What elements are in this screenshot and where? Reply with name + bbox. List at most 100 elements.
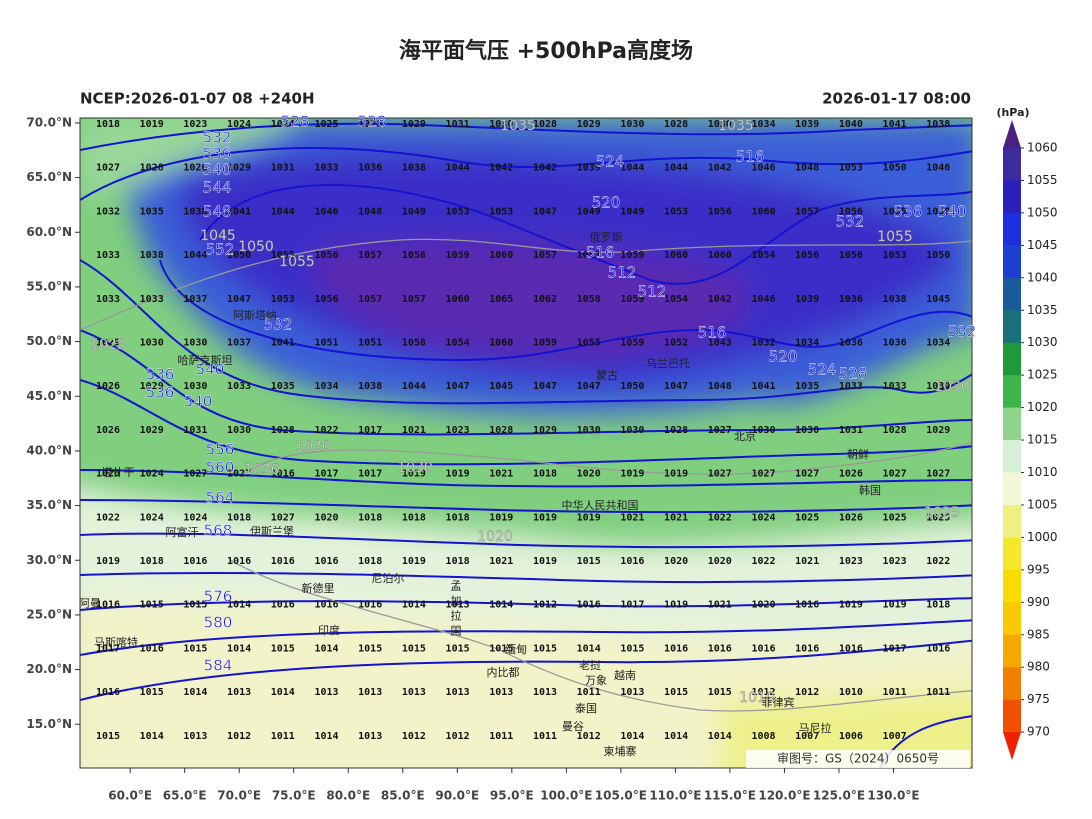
station-pressure: 1039 xyxy=(577,163,601,174)
x-tick-label: 105.0°E xyxy=(595,789,647,803)
station-pressure: 1033 xyxy=(140,294,164,305)
station-pressure: 1027 xyxy=(795,469,819,480)
station-pressure: 1031 xyxy=(183,425,207,436)
x-tick-label: 130.0°E xyxy=(867,789,919,803)
contour-label: 548 xyxy=(203,203,232,221)
station-pressure: 1027 xyxy=(926,469,950,480)
station-pressure: 1024 xyxy=(140,512,164,523)
station-pressure: 1049 xyxy=(577,206,601,217)
station-pressure: 1039 xyxy=(795,294,819,305)
contour-label: 536 xyxy=(146,366,175,384)
colorbar-bin xyxy=(1003,180,1021,214)
station-pressure: 1027 xyxy=(271,512,295,523)
y-tick-label: 60.0°N xyxy=(26,225,72,239)
station-pressure: 1038 xyxy=(358,381,382,392)
station-pressure: 1029 xyxy=(402,119,426,130)
contour-label: 540 xyxy=(184,393,213,411)
station-pressure: 1014 xyxy=(577,643,601,654)
station-pressure: 1016 xyxy=(96,600,120,611)
station-pressure: 1016 xyxy=(183,556,207,567)
station-pressure: 1012 xyxy=(751,687,775,698)
station-pressure: 1008 xyxy=(751,731,775,742)
colorbar-label: 970 xyxy=(1027,725,1050,739)
station-pressure: 1059 xyxy=(620,250,644,261)
isobar-label: 1025 xyxy=(90,337,126,353)
station-pressure: 1043 xyxy=(708,338,732,349)
station-pressure: 1030 xyxy=(926,381,950,392)
station-pressure: 1024 xyxy=(751,512,775,523)
station-pressure: 1023 xyxy=(839,556,863,567)
station-pressure: 1025 xyxy=(314,119,338,130)
contour-label: 520 xyxy=(769,348,798,366)
station-pressure: 1044 xyxy=(183,250,207,261)
station-pressure: 1028 xyxy=(489,425,513,436)
station-pressure: 1050 xyxy=(926,206,950,217)
station-pressure: 1016 xyxy=(620,556,644,567)
station-pressure: 1017 xyxy=(358,425,382,436)
station-pressure: 1012 xyxy=(533,600,557,611)
station-pressure: 1019 xyxy=(402,556,426,567)
colorbar-label: 1020 xyxy=(1027,400,1058,414)
station-pressure: 1041 xyxy=(271,338,295,349)
place-name: 伊斯兰堡 xyxy=(250,524,294,538)
station-pressure: 1007 xyxy=(795,731,819,742)
colorbar-unit: (hPa) xyxy=(996,106,1029,119)
station-pressure: 1024 xyxy=(183,512,207,523)
station-pressure: 1011 xyxy=(577,687,601,698)
y-tick-label: 25.0°N xyxy=(26,607,72,621)
station-pressure: 1050 xyxy=(926,250,950,261)
station-pressure: 1011 xyxy=(533,731,557,742)
station-pressure: 1047 xyxy=(664,381,688,392)
colorbar-label: 975 xyxy=(1027,692,1050,706)
station-pressure: 1023 xyxy=(183,119,207,130)
station-pressure: 1050 xyxy=(883,163,907,174)
contour-label: 540 xyxy=(938,203,967,221)
station-pressure: 1054 xyxy=(751,250,775,261)
station-pressure: 1019 xyxy=(577,512,601,523)
station-pressure: 1014 xyxy=(489,600,513,611)
station-pressure: 1027 xyxy=(227,469,251,480)
station-pressure: 1050 xyxy=(227,250,251,261)
station-pressure: 1014 xyxy=(402,600,426,611)
station-pressure: 1054 xyxy=(446,338,470,349)
station-pressure: 1011 xyxy=(926,687,950,698)
station-pressure: 1023 xyxy=(446,425,470,436)
colorbar-bin xyxy=(1003,504,1021,538)
station-pressure: 1013 xyxy=(183,731,207,742)
station-pressure: 1047 xyxy=(446,381,470,392)
station-pressure: 1010 xyxy=(839,687,863,698)
colorbar-label: 1055 xyxy=(1027,173,1058,187)
station-pressure: 1044 xyxy=(446,163,470,174)
station-pressure: 1007 xyxy=(883,731,907,742)
station-pressure: 1019 xyxy=(533,512,557,523)
isobar-label: 1020 xyxy=(295,439,331,455)
colorbar-bin xyxy=(1003,537,1021,571)
station-pressure: 1016 xyxy=(358,600,382,611)
approval-box xyxy=(746,750,970,768)
colorbar-bin xyxy=(1003,148,1021,181)
colorbar-bin xyxy=(1003,440,1021,473)
colorbar-label: 1025 xyxy=(1027,368,1058,382)
place-name: 蒙古 xyxy=(596,369,618,382)
approval-number: 审图号：GS（2024）0650号 xyxy=(777,751,939,766)
station-pressure: 1025 xyxy=(926,512,950,523)
place-name: 缅甸 xyxy=(505,642,527,656)
station-pressure: 1019 xyxy=(96,556,120,567)
station-pressure: 1021 xyxy=(489,469,513,480)
x-tick-label: 125.0°E xyxy=(813,789,865,803)
place-name: 中华人民共和国 xyxy=(562,498,639,512)
station-pressure: 1041 xyxy=(883,119,907,130)
y-tick-label: 55.0°N xyxy=(26,279,72,293)
station-pressure: 1053 xyxy=(664,206,688,217)
y-tick-label: 20.0°N xyxy=(26,662,72,676)
station-pressure: 1059 xyxy=(620,294,644,305)
place-name: 万象 xyxy=(585,674,607,687)
colorbar-label: 1000 xyxy=(1027,530,1058,544)
station-pressure: 1012 xyxy=(227,731,251,742)
station-pressure: 1018 xyxy=(402,512,426,523)
station-pressure: 1019 xyxy=(489,512,513,523)
station-pressure: 1057 xyxy=(358,294,382,305)
station-pressure: 1055 xyxy=(271,250,295,261)
station-pressure: 1028 xyxy=(358,119,382,130)
isobar-label: 1010 xyxy=(739,690,775,706)
